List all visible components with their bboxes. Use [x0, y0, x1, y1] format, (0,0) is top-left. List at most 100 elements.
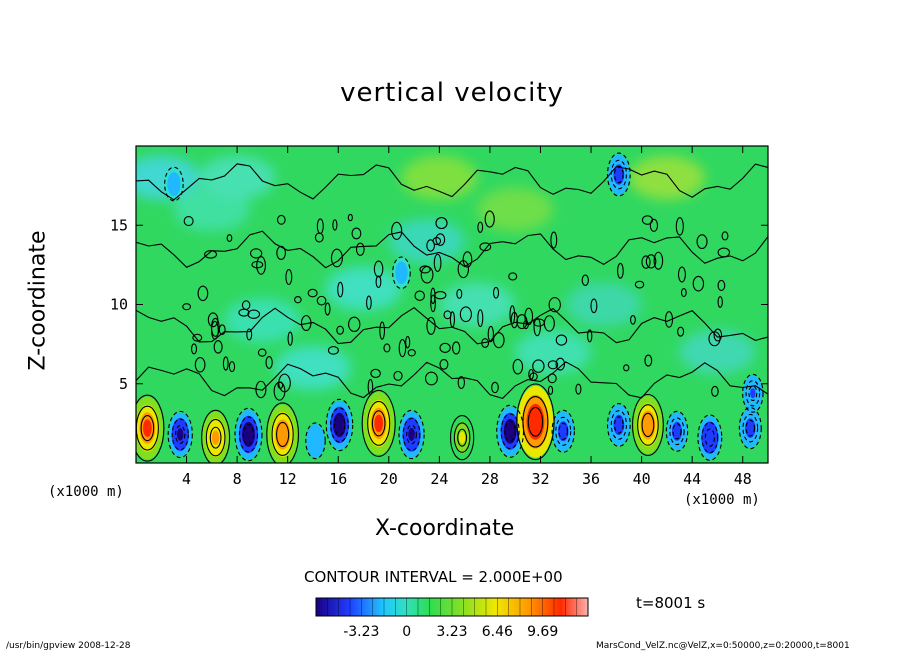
contour-ring	[613, 416, 624, 434]
y-axis-label: Z-coordinate	[25, 230, 51, 371]
contour-loop	[213, 340, 223, 354]
colorbar: -3.23 0 3.23 6.46 9.69	[315, 597, 589, 640]
contour-ring	[406, 424, 417, 445]
cell-core	[374, 414, 384, 433]
cell-core	[615, 419, 622, 431]
contour-loop	[316, 218, 324, 235]
contour-loop	[426, 239, 435, 252]
contour-loop	[634, 280, 645, 289]
contour-ring	[665, 410, 689, 452]
contour-line	[136, 361, 768, 400]
contour-loop	[439, 342, 451, 353]
contour-loop	[547, 385, 554, 395]
contour-ring	[398, 409, 425, 460]
contour-loop	[332, 219, 338, 231]
contour-ring	[610, 410, 627, 440]
contour-loop	[528, 368, 535, 380]
contour-loop	[276, 245, 286, 260]
contour-loop	[459, 306, 472, 323]
contour-loop	[456, 288, 463, 299]
contour-loop	[457, 376, 465, 390]
contour-loop	[398, 339, 407, 358]
contour-ring	[402, 417, 421, 452]
contour-loop	[711, 385, 719, 397]
contour-loop	[405, 335, 411, 349]
contour-loop	[273, 381, 286, 401]
x-tick-label: 8	[233, 470, 242, 488]
contour-ring	[325, 398, 354, 452]
contour-ring	[457, 428, 468, 447]
contour-loop	[238, 308, 250, 317]
contour-loop	[250, 248, 263, 259]
contour-loop	[548, 297, 561, 313]
contour-ring	[205, 418, 226, 457]
contour-loop	[247, 309, 261, 319]
cell-core	[278, 426, 287, 443]
x-tick-label: 20	[380, 470, 398, 488]
contour-loop	[435, 233, 446, 246]
contour-loop	[443, 310, 452, 320]
contour-loop	[555, 357, 566, 371]
cell-core	[177, 428, 184, 441]
contour-loop	[717, 296, 723, 308]
contour-loop	[194, 357, 206, 373]
contour-loop	[692, 275, 705, 292]
contour-ring	[704, 428, 715, 447]
x-tick-label: 32	[531, 470, 549, 488]
contour-loop	[617, 262, 624, 279]
contour-ring	[136, 394, 165, 462]
contour-loop	[547, 360, 559, 370]
contour-ring	[745, 380, 761, 407]
contour-ring	[558, 422, 569, 440]
contour-loop	[645, 254, 657, 269]
contour-loop	[204, 250, 218, 259]
x-tick-label: 36	[582, 470, 600, 488]
contour-loop	[713, 328, 723, 342]
contour-loop	[391, 221, 403, 240]
contour-loop	[430, 287, 436, 305]
cell-core	[211, 430, 220, 445]
contour-loop	[433, 253, 442, 272]
x-tick-label: 4	[182, 470, 191, 488]
colorbar-tick-label: 3.23	[436, 624, 467, 640]
y-axis: 5 10 15	[110, 216, 768, 393]
contour-loop	[717, 279, 726, 292]
contour-loop	[477, 221, 484, 233]
texture-blob	[224, 298, 301, 343]
contour-ring	[555, 416, 572, 446]
contour-loop	[462, 251, 473, 268]
contour-ring	[453, 422, 471, 453]
contour-loop	[424, 371, 438, 386]
contour-loop	[246, 328, 253, 341]
contour-loop	[348, 316, 361, 333]
chart-title: vertical velocity	[340, 78, 564, 108]
contour-loop	[477, 309, 484, 328]
colorbar-tick-label: 6.46	[482, 624, 513, 640]
x-unit-right: (x1000 m)	[684, 492, 760, 508]
contour-loop	[347, 213, 353, 222]
contour-loop	[222, 356, 229, 371]
contour-loop	[675, 217, 684, 236]
contour-ring	[613, 165, 624, 184]
contour-line	[136, 163, 768, 201]
cell-core	[615, 168, 622, 181]
texture-blob	[679, 330, 756, 375]
contour-loop	[373, 260, 384, 278]
contour-loop	[644, 354, 653, 367]
contour-loop	[355, 242, 365, 256]
contour-loop	[287, 331, 293, 346]
cell-core	[399, 268, 404, 277]
contour-ring	[522, 396, 549, 448]
contour-loop	[532, 359, 545, 373]
texture-blob	[401, 155, 478, 200]
contour-ring	[701, 421, 719, 454]
cell-core	[750, 388, 756, 399]
footer-left: /usr/bin/gpview 2008-12-28	[6, 641, 131, 651]
contour-loop	[375, 275, 382, 288]
texture-blob	[477, 187, 554, 232]
contour-ring	[371, 410, 386, 437]
contour-loop	[533, 318, 545, 327]
x-tick-label: 28	[481, 470, 499, 488]
contour-ring	[271, 412, 294, 457]
contour-ring	[209, 426, 222, 449]
